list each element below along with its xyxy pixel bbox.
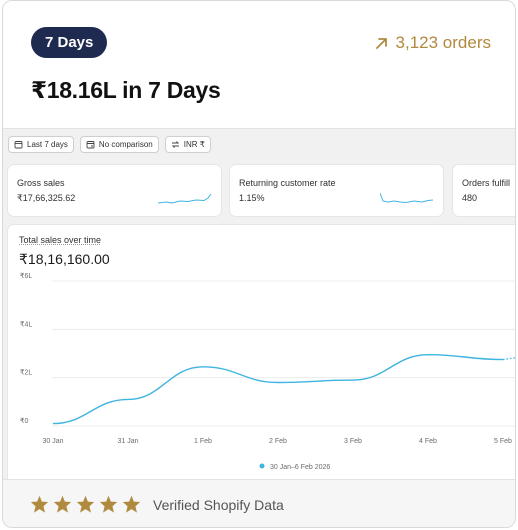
metric-value: 480 [462, 193, 478, 203]
comparison-label: No comparison [98, 140, 153, 149]
compare-calendar-icon [86, 140, 95, 149]
star-icon [76, 495, 95, 513]
x-tick-label: 1 Feb [194, 438, 212, 445]
sales-headline: ₹18.16L in 7 Days [31, 77, 221, 103]
currency-filter[interactable]: INR ₹ [164, 136, 211, 153]
chart-title[interactable]: Total sales over time [19, 235, 102, 245]
metric-label: Orders fulfill [462, 178, 511, 188]
currency-exchange-icon [171, 140, 180, 149]
analytics-screenshot: Last 7 days No comparison INR ₹ Gross sa… [3, 128, 515, 479]
sales-line-chart: ₹0 ₹2L ₹4L ₹6L 30 Jan 31 Jan 1 Feb 2 Feb 3 Feb 4 … [20, 272, 515, 471]
arrow-up-right-icon [375, 37, 388, 50]
metric-label: Gross sales [17, 178, 65, 188]
y-tick-label: ₹6L [20, 272, 32, 280]
y-tick-label: ₹2L [20, 369, 32, 377]
verified-label: Verified Shopify Data [153, 497, 284, 513]
x-tick-label: 5 Feb [494, 438, 512, 445]
sparkline [158, 193, 212, 204]
date-range-filter[interactable]: Last 7 days [8, 136, 74, 153]
metric-returning-customer-rate[interactable]: Returning customer rate 1.15% [230, 165, 443, 216]
metric-value: 1.15% [239, 193, 265, 203]
x-tick-label: 31 Jan [117, 438, 138, 445]
filter-bar: Last 7 days No comparison INR ₹ [8, 136, 211, 153]
star-icon [53, 495, 72, 513]
x-tick-label: 4 Feb [419, 438, 437, 445]
x-tick-label: 3 Feb [344, 438, 362, 445]
sales-series-projection [502, 357, 515, 361]
x-tick-label: 2 Feb [269, 438, 287, 445]
orders-count-text: 3,123 orders [395, 33, 491, 52]
sales-series-line [52, 354, 504, 425]
metric-label: Returning customer rate [239, 178, 336, 188]
legend-label: 30 Jan–6 Feb 2026 [270, 464, 330, 471]
metric-gross-sales[interactable]: Gross sales ₹17,66,325.62 [8, 165, 221, 216]
legend-marker [259, 463, 265, 469]
period-badge: 7 Days [31, 27, 108, 58]
star-icon [30, 495, 49, 513]
sales-chart-card: Total sales over time ₹18,16,160.00 ₹0 ₹2… [8, 225, 515, 479]
rating-stars [30, 495, 141, 513]
card-footer: Verified Shopify Data [3, 479, 515, 527]
chart-total: ₹18,16,160.00 [19, 251, 110, 267]
currency-label: INR ₹ [183, 140, 205, 149]
metric-value: ₹17,66,325.62 [17, 193, 76, 203]
card-header: 7 Days 3,123 orders ₹18.16L in 7 Days [3, 1, 515, 128]
y-tick-label: ₹0 [20, 417, 28, 425]
orders-count: 3,123 orders [375, 33, 491, 53]
sparkline [380, 192, 434, 204]
x-tick-label: 30 Jan [42, 438, 63, 445]
y-tick-label: ₹4L [20, 320, 32, 328]
metric-orders-fulfilled[interactable]: Orders fulfill 480 [453, 165, 515, 216]
comparison-filter[interactable]: No comparison [79, 136, 159, 153]
calendar-icon [14, 140, 23, 149]
star-icon [99, 495, 118, 513]
star-icon [122, 495, 141, 513]
date-range-label: Last 7 days [27, 140, 68, 149]
